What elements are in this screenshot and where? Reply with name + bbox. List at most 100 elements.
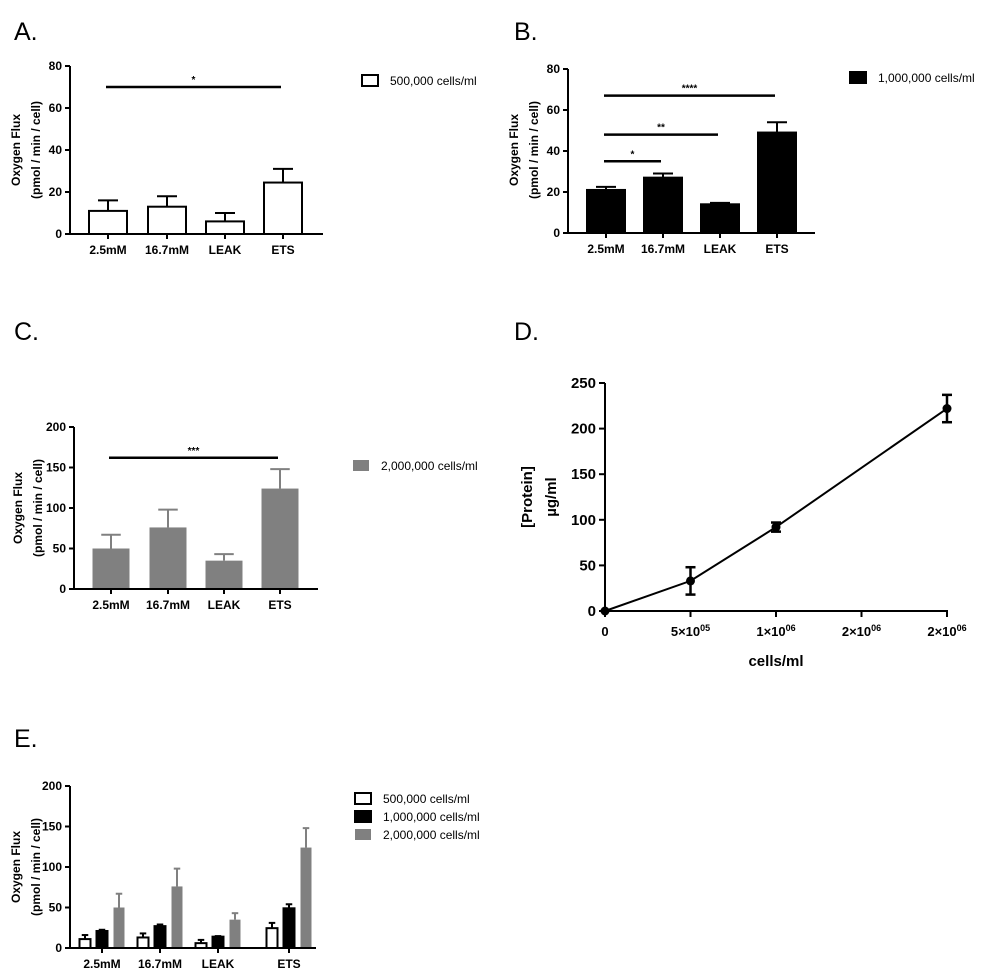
legend-swatch bbox=[354, 810, 372, 823]
bar bbox=[171, 886, 183, 948]
bar bbox=[205, 560, 243, 589]
y-tick-label: 40 bbox=[49, 143, 63, 157]
panel-label: B. bbox=[514, 18, 538, 46]
panel-label: D. bbox=[514, 318, 539, 346]
x-tick-label: 16.7mM bbox=[641, 242, 685, 256]
bar bbox=[263, 181, 303, 236]
panel-label: E. bbox=[14, 725, 38, 753]
y-tick-label: 100 bbox=[46, 501, 66, 515]
x-tick-label: ETS bbox=[765, 242, 788, 256]
data-line bbox=[604, 407, 948, 612]
bar bbox=[265, 927, 279, 950]
x-tick-label: 5×1005 bbox=[671, 623, 710, 639]
y-tick-label: 0 bbox=[553, 226, 560, 240]
bar bbox=[95, 929, 109, 949]
bar bbox=[282, 907, 296, 949]
y-tick-label: 60 bbox=[49, 101, 63, 115]
y-axis-label: Oxygen Flux bbox=[9, 114, 23, 186]
bar bbox=[261, 488, 299, 589]
x-tick-label: ETS bbox=[271, 243, 294, 257]
legend-label: 2,000,000 cells/ml bbox=[381, 459, 478, 473]
y-tick-label: 0 bbox=[55, 941, 62, 955]
x-tick-label: ETS bbox=[277, 957, 300, 971]
bar bbox=[113, 907, 125, 948]
legend-label: 500,000 cells/ml bbox=[390, 74, 477, 88]
x-tick-label: 2×1006 bbox=[927, 623, 966, 639]
y-tick-label: 20 bbox=[49, 185, 63, 199]
x-tick-label: 16.7mM bbox=[145, 243, 189, 257]
x-tick-mantissa: 1×10 bbox=[756, 624, 785, 639]
y-tick-label: 80 bbox=[547, 62, 561, 76]
y-axis-label: Oxygen Flux bbox=[9, 831, 23, 903]
y-tick-label: 40 bbox=[547, 144, 561, 158]
x-tick-mantissa: 2×10 bbox=[842, 624, 871, 639]
y-axis-label: (pmol / min / cell) bbox=[31, 459, 45, 557]
significance-label: * bbox=[192, 75, 196, 86]
bar bbox=[153, 925, 167, 950]
bar bbox=[700, 203, 740, 235]
y-tick-label: 50 bbox=[53, 542, 67, 556]
y-tick-label: 20 bbox=[547, 185, 561, 199]
legend-label: 1,000,000 cells/ml bbox=[878, 71, 975, 85]
x-tick-mantissa: 0 bbox=[601, 624, 608, 639]
x-tick-exponent: 05 bbox=[700, 623, 710, 633]
x-tick-label: 16.7mM bbox=[146, 598, 190, 612]
y-tick-label: 150 bbox=[571, 466, 596, 483]
bar bbox=[147, 205, 187, 235]
y-tick-label: 100 bbox=[571, 512, 596, 529]
panel-e: E. 0 50 100 150 200 Oxygen Flux (pmol / min / c… bbox=[9, 725, 480, 971]
y-tick-label: 80 bbox=[49, 59, 63, 73]
panel-c: C. 0 50 100 150 200 Oxygen Flux (pmol / min / c… bbox=[11, 318, 478, 612]
y-tick-label: 150 bbox=[46, 461, 66, 475]
x-tick-mantissa: 2×10 bbox=[927, 624, 956, 639]
x-tick-exponent: 06 bbox=[786, 623, 796, 633]
data-point bbox=[686, 576, 695, 586]
y-tick-label: 0 bbox=[588, 603, 596, 620]
x-tick-label: LEAK bbox=[202, 957, 235, 971]
y-tick-label: 200 bbox=[46, 420, 66, 434]
legend-swatch bbox=[353, 460, 369, 471]
panel-b: B. 0 20 40 60 80 Oxygen Flux (pmol / min / cell… bbox=[507, 18, 975, 256]
legend-swatch bbox=[355, 829, 371, 840]
x-tick-label: 2×1006 bbox=[842, 623, 881, 639]
y-tick-label: 150 bbox=[42, 820, 62, 834]
x-tick-label: LEAK bbox=[208, 598, 241, 612]
bar bbox=[136, 936, 150, 949]
x-tick-label: 0 bbox=[601, 624, 608, 639]
legend-swatch bbox=[849, 71, 867, 84]
x-tick-label: 2.5mM bbox=[587, 242, 624, 256]
data-point bbox=[771, 522, 781, 532]
bar bbox=[205, 220, 245, 235]
y-axis-label: µg/ml bbox=[543, 477, 560, 516]
y-tick-label: 0 bbox=[55, 227, 62, 241]
panel-label: A. bbox=[14, 18, 38, 46]
bar bbox=[757, 131, 797, 234]
significance-label: *** bbox=[188, 446, 200, 457]
x-tick-label: 1×1006 bbox=[756, 623, 795, 639]
legend-label: 1,000,000 cells/ml bbox=[383, 810, 480, 824]
y-tick-label: 50 bbox=[579, 557, 596, 574]
x-tick-label: LEAK bbox=[209, 243, 242, 257]
y-tick-label: 100 bbox=[42, 860, 62, 874]
y-axis-label: (pmol / min / cell) bbox=[29, 818, 43, 916]
x-tick-label: LEAK bbox=[704, 242, 737, 256]
bar bbox=[88, 209, 128, 235]
y-tick-label: 200 bbox=[571, 421, 596, 438]
x-tick-label: 2.5mM bbox=[89, 243, 126, 257]
panel-label: C. bbox=[14, 318, 39, 346]
significance-label: **** bbox=[682, 84, 698, 95]
bar bbox=[586, 188, 626, 234]
data-point bbox=[942, 404, 952, 414]
bar bbox=[78, 938, 92, 950]
data-point bbox=[600, 606, 610, 616]
legend-label: 2,000,000 cells/ml bbox=[383, 828, 480, 842]
y-tick-label: 50 bbox=[49, 901, 63, 915]
significance-label: ** bbox=[657, 123, 665, 134]
y-axis-label: (pmol / min / cell) bbox=[527, 101, 541, 199]
bar bbox=[229, 919, 241, 948]
x-tick-mantissa: 5×10 bbox=[671, 624, 700, 639]
bar bbox=[92, 548, 130, 589]
x-tick-exponent: 06 bbox=[871, 623, 881, 633]
panel-a: A. 0 20 40 60 80 Oxygen Flux (pmol / min / cell… bbox=[9, 18, 477, 257]
x-tick-exponent: 06 bbox=[957, 623, 967, 633]
